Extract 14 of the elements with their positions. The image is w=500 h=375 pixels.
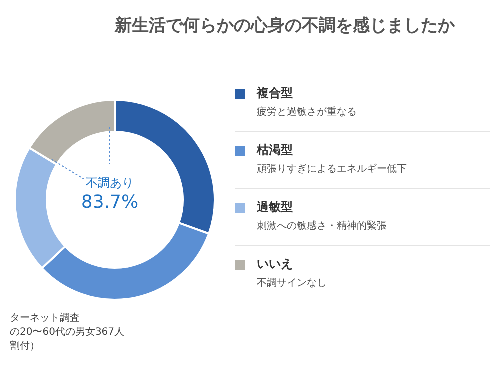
text: ターネット調査: [10, 312, 81, 326]
text: 頑張りすぎによるエネルギー低下: [257, 163, 407, 176]
text: 不調サインなし: [257, 276, 327, 290]
legend-label: 過敏型: [257, 199, 294, 216]
legend-label: いいえ: [257, 256, 294, 273]
text: 刺激への敏感さ・精神的緊張: [257, 220, 387, 233]
text: 不調あり: [85, 175, 135, 192]
legend-label: 複合型: [257, 85, 294, 102]
legend-label: 枯渇型: [257, 142, 294, 159]
text: 疲労と過敏さが重なる: [257, 106, 357, 119]
text: の20〜60代の男女367人: [10, 326, 125, 340]
text: 割付）: [10, 340, 41, 354]
chart-title: 新生活で何らかの心身の不調を感じましたか: [114, 15, 456, 37]
text: 83.7%: [80, 192, 140, 213]
